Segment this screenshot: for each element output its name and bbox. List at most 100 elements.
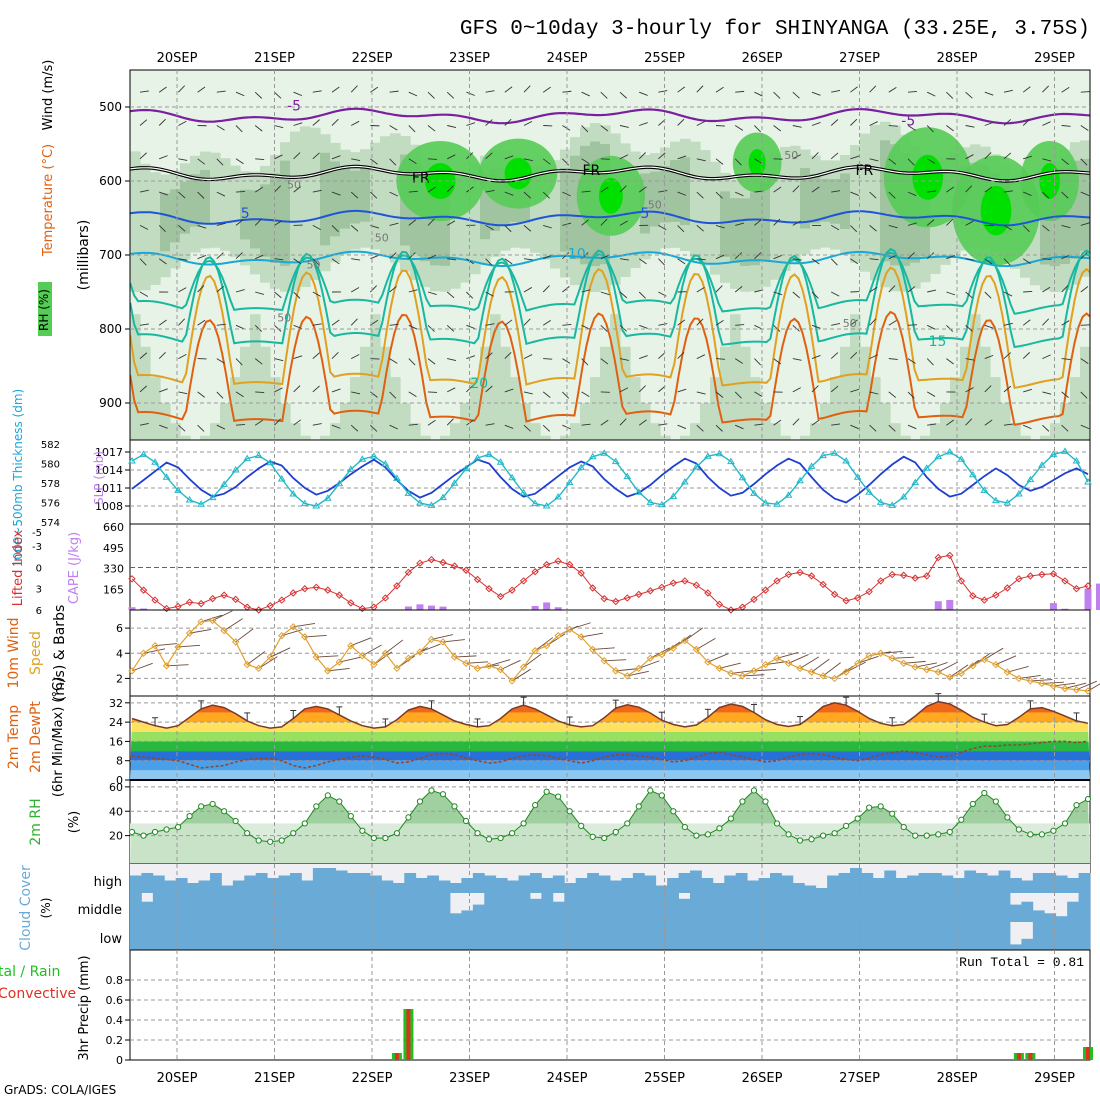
wind-barb (1061, 424, 1069, 432)
wind-barb (235, 91, 245, 97)
cloud-bar-low (850, 922, 862, 950)
wind-barb (754, 125, 762, 133)
wind-barb (615, 668, 638, 672)
slp-point (692, 463, 701, 470)
wind-barb (638, 419, 647, 426)
slp-point (220, 480, 229, 487)
wind-barb (504, 319, 513, 326)
wind-barb (350, 225, 359, 232)
cloud-bar-low (1032, 922, 1045, 950)
slp-point (1003, 499, 1012, 506)
rh-surface (220, 403, 231, 440)
wind-barb (178, 258, 188, 261)
rh-band-dark (820, 178, 831, 222)
wind-tick-label: 2 (116, 672, 123, 685)
rh-surface (320, 435, 331, 440)
lifted-index-point (128, 575, 136, 583)
cloud-bar-high (690, 870, 702, 893)
cloud-bar-middle (758, 893, 771, 922)
slp-point (876, 498, 885, 505)
temperature-band (130, 760, 1090, 771)
wind-barb (1042, 121, 1051, 126)
wind-barb (715, 125, 726, 127)
cape-bar (128, 607, 136, 610)
rh-band-dark (240, 189, 251, 240)
slp-point (819, 451, 827, 459)
isotherm-freezing-core (130, 165, 1090, 182)
wind-barb (158, 258, 167, 265)
wind-barb (696, 258, 706, 261)
wind-speed-point (220, 626, 228, 635)
wind-barb (907, 324, 918, 326)
wind-barb (216, 125, 225, 131)
wind-barb (869, 318, 877, 326)
wind-barb (235, 358, 243, 366)
wind-barb (523, 120, 533, 126)
rh-point (474, 830, 481, 837)
wind-barb (408, 358, 416, 366)
cloud-bar-high (850, 868, 862, 893)
lifted-index-point (888, 570, 896, 579)
precip-tick-label: 0.6 (106, 994, 124, 1007)
temp-axis-label: 2m Temp (6, 705, 22, 769)
slp-point (945, 448, 954, 455)
wind-speed-point (1026, 677, 1035, 685)
wind-barb (312, 90, 322, 93)
slp-point (750, 489, 758, 496)
rh-surface (610, 314, 621, 440)
cape-bar (1049, 603, 1057, 610)
wind-barb (312, 423, 322, 426)
wind-barb (1003, 119, 1011, 126)
wind-barb (696, 354, 706, 360)
dewpoint-line (131, 740, 1089, 769)
rh-band (300, 126, 311, 287)
precip-convective-bar (406, 1009, 411, 1060)
slp-point (911, 478, 920, 486)
lifted-tick-label: 3 (36, 585, 42, 596)
pressure-tick-label: 900 (99, 396, 122, 410)
wind-barb (370, 285, 378, 293)
wind-barb (197, 191, 205, 199)
rh-tick-label: 40 (109, 805, 123, 818)
wind-barb (139, 224, 149, 230)
wind-speed-point (1015, 674, 1023, 683)
wind-speed-point (427, 635, 436, 644)
wind-speed-point (911, 663, 919, 671)
date-label-bottom: 25SEP (644, 1071, 685, 1086)
wind-barb (370, 191, 378, 199)
wind-barb (707, 653, 729, 663)
cloud-bar-middle (244, 893, 257, 922)
lifted-index-point (635, 590, 643, 599)
isotherm-25 (130, 266, 1090, 389)
wind-barb (831, 423, 841, 426)
cloud-bar-low (690, 922, 702, 950)
slp-point (151, 458, 159, 465)
wind-barb (604, 659, 627, 662)
wind-barb (619, 358, 629, 361)
wind-barb (139, 422, 149, 426)
wind-barb (600, 158, 610, 160)
rh-band-dark (840, 173, 851, 230)
lifted-index-point (1038, 570, 1046, 579)
rh-point (624, 820, 631, 827)
cloud-bar-middle (210, 893, 222, 922)
wind-barb (293, 152, 301, 160)
wind-speed-point (577, 633, 585, 641)
cloud-bar-high (598, 875, 611, 893)
wind-barb (581, 391, 590, 397)
cloud-bar-high (232, 880, 245, 893)
slp-point (865, 488, 874, 495)
rh-point (992, 798, 999, 805)
temperature-tick-label: 16 (109, 735, 123, 748)
wind-barb (562, 285, 570, 293)
lifted-index-point (335, 591, 344, 599)
rh-point (900, 823, 907, 831)
wind-barb (1061, 285, 1069, 293)
chart-layers: 20SEP 20SEP 21SEP 21SEP 22SEP 22SEP 23SEP 23SEP… (0, 51, 1100, 1086)
wind-speed-point (623, 672, 631, 680)
lifted-index-point (439, 558, 447, 567)
wind-barb (446, 220, 456, 226)
rh-contour-label: 50 (375, 232, 389, 245)
rh-surface (1020, 435, 1031, 440)
rh-point (912, 832, 919, 839)
